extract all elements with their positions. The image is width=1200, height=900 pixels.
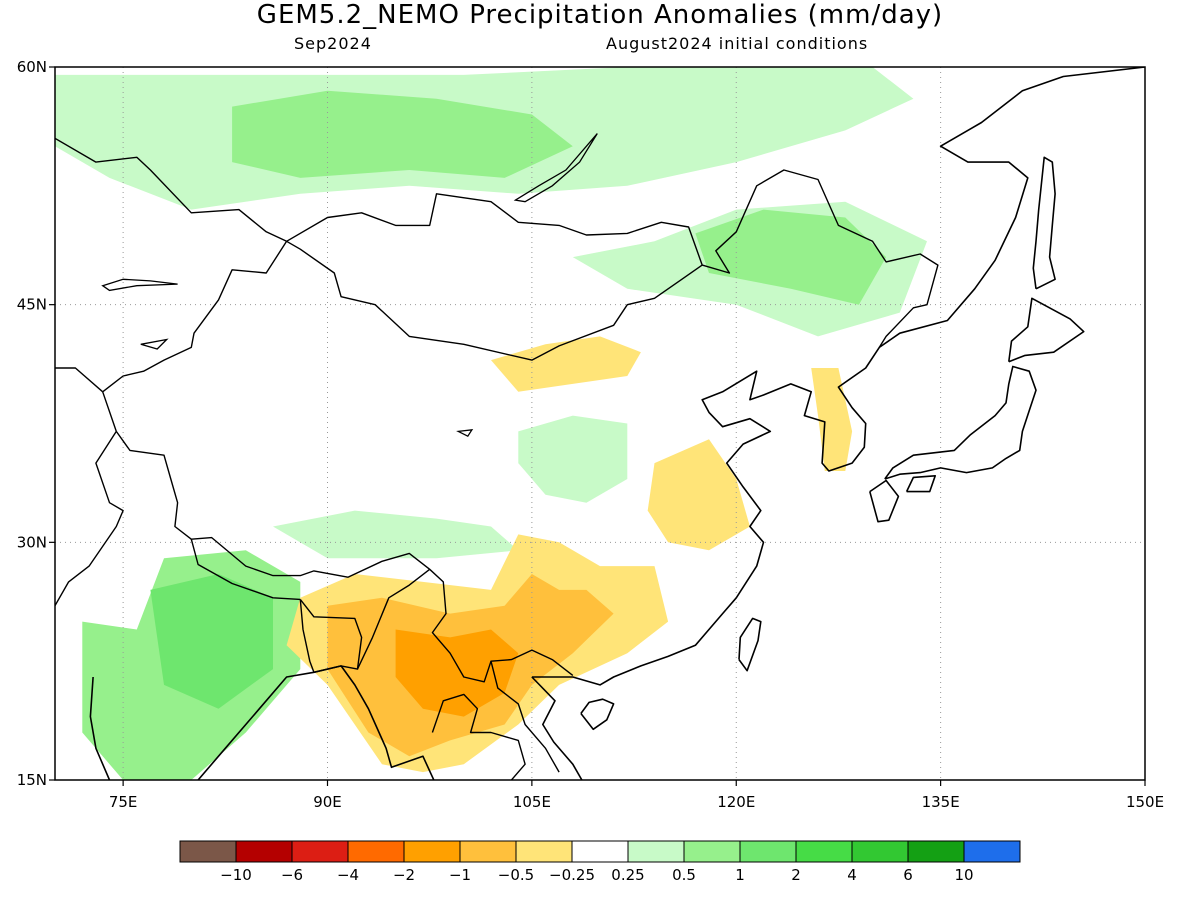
region-north-china-dry: [491, 336, 641, 392]
map-area: [55, 67, 1145, 780]
colorbar-label: −6: [281, 866, 303, 884]
border-central-asia-border: [55, 367, 104, 393]
lat-label: 15N: [17, 771, 47, 789]
coastline-kyushu: [869, 479, 900, 523]
lon-label: 75E: [109, 793, 138, 811]
map-frame: [54, 66, 1146, 781]
lon-label: 90E: [313, 793, 342, 811]
coastline-sakhalin: [1032, 156, 1056, 290]
coastlines: [89, 67, 1145, 780]
lat-label: 30N: [17, 533, 47, 551]
border-bangladesh-border: [299, 598, 363, 673]
lake-qinghai-lake: [456, 428, 474, 438]
region-india-core-wet: [150, 574, 273, 709]
colorbar: −10 −6 −4 −2 −1 −0.5 −0.25 0.25 0.5 1 2 4 6 10: [179, 840, 1021, 884]
anomaly-regions: [55, 67, 927, 780]
colorbar-label: 6: [903, 866, 913, 884]
longitude-axis: 75E 90E 105E 120E 135E 150E: [109, 780, 1164, 811]
colorbar-label: −0.25: [549, 866, 595, 884]
region-siberia-core-wet: [232, 90, 573, 178]
coastline-bay-of-bengal-north: [197, 665, 435, 780]
region-tibet-wet: [273, 510, 519, 559]
colorbar-label: −1: [449, 866, 471, 884]
coastline-honshu: [884, 365, 1037, 480]
colorbar-swatch: [963, 840, 1021, 863]
colorbar-label: 2: [791, 866, 801, 884]
colorbar-swatch: [179, 840, 237, 863]
colorbar-label: 0.25: [611, 866, 644, 884]
colorbar-swatch: [795, 840, 853, 863]
colorbar-swatch: [459, 840, 517, 863]
colorbar-label: −4: [337, 866, 359, 884]
border-himalaya-border: [102, 391, 574, 683]
colorbar-swatch: [403, 840, 461, 863]
colorbar-swatch: [683, 840, 741, 863]
latitude-axis: 60N 45N 30N 15N: [17, 58, 55, 789]
coastline-bay-of-bengal-coast: [89, 676, 111, 780]
map-title: GEM5.2_NEMO Precipitation Anomalies (mm/…: [256, 0, 944, 30]
border-india-nepal-border: [190, 539, 301, 601]
colorbar-swatch: [907, 840, 965, 863]
region-manchuria-core-wet: [695, 209, 887, 305]
region-central-china-wet: [518, 415, 628, 503]
region-myanmar-core-dry: [395, 629, 519, 717]
coastline-hokkaido: [1008, 297, 1085, 363]
border-thailand-border: [431, 693, 526, 780]
region-shandong-dry: [647, 439, 750, 551]
colorbar-label: 1: [735, 866, 745, 884]
colorbar-swatch: [627, 840, 685, 863]
colorbar-label: −2: [393, 866, 415, 884]
coastline-hainan: [580, 698, 615, 731]
coastline-indochina-coast: [531, 676, 583, 780]
colorbar-label: −10: [220, 866, 252, 884]
lake-issyk-kul: [140, 338, 169, 350]
initial-conditions-label: August2024 initial conditions: [606, 34, 869, 53]
country-borders: [55, 137, 939, 780]
colorbar-swatch: [347, 840, 405, 863]
border-mongolia-russia-border: [286, 193, 703, 266]
colorbar-swatch: [739, 840, 797, 863]
graticule: [55, 67, 1145, 780]
lakes: [101, 133, 598, 438]
lake-balkhash: [101, 278, 178, 292]
lon-label: 150E: [1126, 793, 1164, 811]
colorbar-swatch: [851, 840, 909, 863]
colorbar-label: 10: [954, 866, 973, 884]
lat-label: 45N: [17, 296, 47, 314]
border-pakistan-border: [55, 431, 124, 607]
colorbar-swatch: [515, 840, 573, 863]
valid-month-label: Sep2024: [294, 34, 372, 53]
coastline-east-asia-coast: [531, 67, 1145, 686]
lon-label: 135E: [922, 793, 960, 811]
coastline-shikoku: [905, 474, 937, 493]
lake-lake-baikal: [513, 133, 598, 203]
border-kazakh-russia-border: [55, 137, 287, 242]
colorbar-swatch: [291, 840, 349, 863]
lon-label: 120E: [717, 793, 755, 811]
colorbar-label: 4: [847, 866, 857, 884]
lon-label: 105E: [513, 793, 551, 811]
colorbar-swatch: [235, 840, 293, 863]
border-myanmar-border: [356, 568, 431, 670]
border-china-north-border: [102, 169, 939, 393]
border-laos-vietnam-border: [490, 661, 560, 773]
colorbar-swatch: [571, 840, 629, 863]
coastline-taiwan: [738, 617, 762, 672]
lat-label: 60N: [17, 58, 47, 76]
colorbar-label: 0.5: [672, 866, 696, 884]
colorbar-label: −0.5: [498, 866, 534, 884]
